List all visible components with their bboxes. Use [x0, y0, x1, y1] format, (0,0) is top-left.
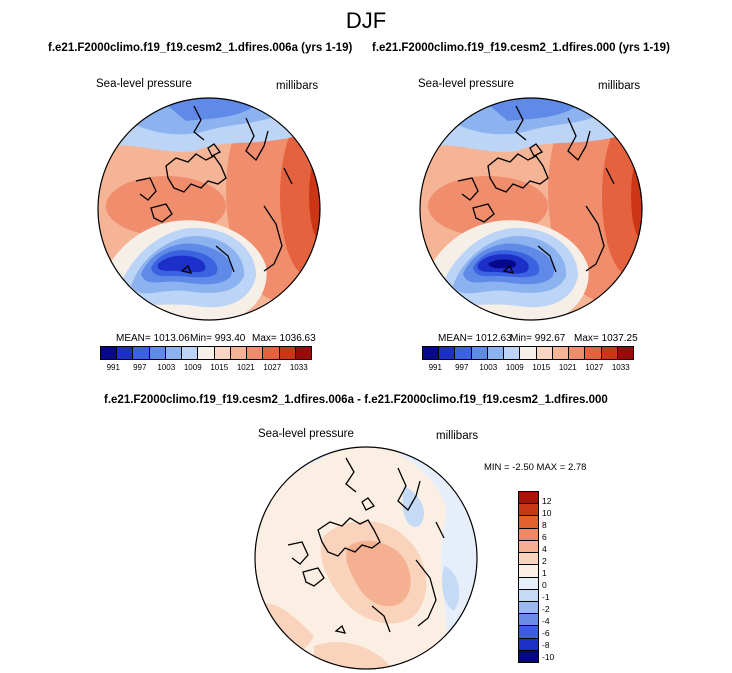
panel1-variable-label: Sea-level pressure	[96, 78, 192, 90]
panel1-min: Min= 993.40	[190, 333, 246, 344]
colorbar-box	[504, 347, 521, 359]
difference-colorbar-boxes	[518, 491, 539, 663]
panel2-colorbar-boxes	[422, 346, 634, 360]
figure-title: DJF	[345, 8, 387, 33]
colorbar-label: 12	[542, 496, 552, 506]
panel2-colorbar-ticks: 991 997 1003 1009 1015 1021 1027 1033	[422, 363, 634, 372]
panel1-max: Max= 1036.63	[252, 333, 316, 344]
colorbar-box	[101, 347, 118, 359]
difference-minmax: MIN = -2.50 MAX = 2.78	[484, 462, 587, 473]
panel2-variable-label: Sea-level pressure	[418, 78, 514, 90]
colorbar-tick: 991	[106, 363, 120, 372]
colorbar-box	[423, 347, 440, 359]
colorbar-box	[519, 528, 538, 541]
colorbar-box	[263, 347, 280, 359]
colorbar-box	[519, 638, 538, 651]
colorbar-box	[519, 650, 538, 663]
colorbar-box	[117, 347, 134, 359]
colorbar-box	[519, 626, 538, 639]
colorbar-box	[552, 347, 570, 359]
colorbar-tick: 1009	[505, 363, 524, 372]
colorbar-box	[536, 347, 553, 359]
colorbar-box	[519, 504, 538, 517]
colorbar-label: -1	[542, 592, 550, 602]
colorbar-box	[519, 614, 538, 627]
colorbar-tick: 1009	[183, 363, 202, 372]
colorbar-box	[279, 347, 296, 359]
colorbar-box	[471, 347, 488, 359]
colorbar-box	[439, 347, 456, 359]
colorbar-label: -6	[542, 628, 550, 638]
colorbar-label: 4	[542, 544, 547, 554]
panel2-mean: MEAN= 1012.63	[438, 333, 512, 344]
panel2-run-title: f.e21.F2000climo.f19_f19.cesm2_1.dfires.…	[372, 42, 670, 54]
colorbar-box	[569, 347, 586, 359]
colorbar-box	[198, 347, 215, 359]
difference-colorbar-labels: 12 10 8 6 4 2 1 0 -1 -2 -4 -6 -8 -10	[542, 491, 582, 663]
panel2-max: Max= 1037.25	[574, 333, 638, 344]
colorbar-label: -8	[542, 640, 550, 650]
panel2-colorbar: 991 997 1003 1009 1015 1021 1027 1033	[422, 346, 634, 372]
panel1-run-title: f.e21.F2000climo.f19_f19.cesm2_1.dfires.…	[48, 42, 353, 54]
colorbar-tick: 1033	[289, 363, 308, 372]
colorbar-label: 1	[542, 568, 547, 578]
colorbar-box	[487, 347, 505, 359]
colorbar-tick: 1003	[157, 363, 176, 372]
colorbar-tick: 1033	[611, 363, 630, 372]
colorbar-box	[295, 347, 312, 359]
panel1-colorbar-ticks: 991 997 1003 1009 1015 1021 1027 1033	[100, 363, 312, 372]
difference-variable-label: Sea-level pressure	[258, 428, 354, 440]
colorbar-label: 0	[542, 580, 547, 590]
colorbar-tick: 997	[455, 363, 469, 372]
difference-units-label: millibars	[436, 430, 479, 442]
panel1-mean: MEAN= 1013.06	[116, 333, 190, 344]
panel1-units-label: millibars	[276, 80, 319, 92]
difference-colorbar	[518, 491, 539, 663]
colorbar-tick: 1027	[585, 363, 604, 372]
panel2-map	[418, 96, 644, 322]
panel2-min: Min= 992.67	[510, 333, 566, 344]
colorbar-box	[519, 553, 538, 566]
colorbar-tick: 991	[428, 363, 442, 372]
difference-title: f.e21.F2000climo.f19_f19.cesm2_1.dfires.…	[104, 394, 608, 406]
colorbar-box	[247, 347, 264, 359]
panel2-units-label: millibars	[598, 80, 641, 92]
colorbar-box	[585, 347, 602, 359]
colorbar-label: -4	[542, 616, 550, 626]
colorbar-tick: 1015	[532, 363, 551, 372]
colorbar-box	[519, 492, 538, 505]
colorbar-box	[182, 347, 199, 359]
colorbar-tick: 1021	[558, 363, 577, 372]
colorbar-box	[520, 347, 537, 359]
colorbar-label: 6	[542, 532, 547, 542]
colorbar-label: 2	[542, 556, 547, 566]
colorbar-tick: 1015	[210, 363, 229, 372]
colorbar-box	[149, 347, 166, 359]
colorbar-box	[230, 347, 248, 359]
difference-map	[254, 446, 478, 670]
panel1-map	[96, 96, 322, 322]
colorbar-box	[455, 347, 472, 359]
colorbar-tick: 997	[133, 363, 147, 372]
colorbar-box	[519, 540, 538, 554]
colorbar-tick: 1027	[263, 363, 282, 372]
colorbar-box	[519, 565, 538, 578]
colorbar-tick: 1003	[479, 363, 498, 372]
colorbar-box	[601, 347, 618, 359]
panel1-colorbar-boxes	[100, 346, 312, 360]
colorbar-label: 10	[542, 508, 552, 518]
colorbar-box	[133, 347, 150, 359]
colorbar-box	[519, 577, 538, 590]
colorbar-box	[519, 589, 538, 602]
colorbar-box	[519, 516, 538, 529]
colorbar-box	[519, 601, 538, 615]
colorbar-box	[617, 347, 634, 359]
panel1-colorbar: 991 997 1003 1009 1015 1021 1027 1033	[100, 346, 312, 372]
colorbar-label: -2	[542, 604, 550, 614]
colorbar-tick: 1021	[236, 363, 255, 372]
colorbar-label: 8	[542, 520, 547, 530]
colorbar-label: -10	[542, 652, 555, 662]
colorbar-box	[165, 347, 183, 359]
colorbar-box	[214, 347, 231, 359]
